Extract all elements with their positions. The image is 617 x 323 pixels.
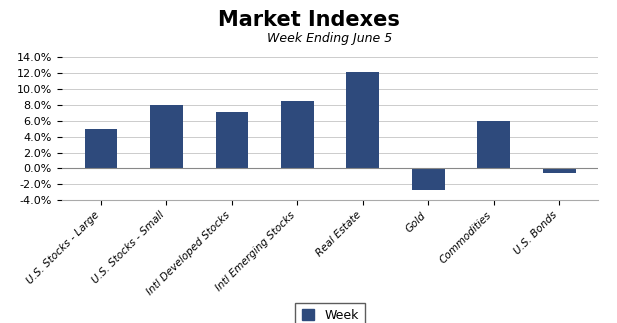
Text: Market Indexes: Market Indexes (218, 10, 399, 30)
Bar (543, 169, 576, 173)
Legend: Week: Week (296, 303, 365, 323)
Bar (412, 169, 445, 190)
Bar (281, 101, 313, 169)
Bar (478, 121, 510, 169)
Title: Week Ending June 5: Week Ending June 5 (268, 32, 392, 45)
Bar (347, 72, 379, 169)
Bar (150, 105, 183, 169)
Bar (85, 129, 117, 169)
Bar (215, 112, 248, 169)
